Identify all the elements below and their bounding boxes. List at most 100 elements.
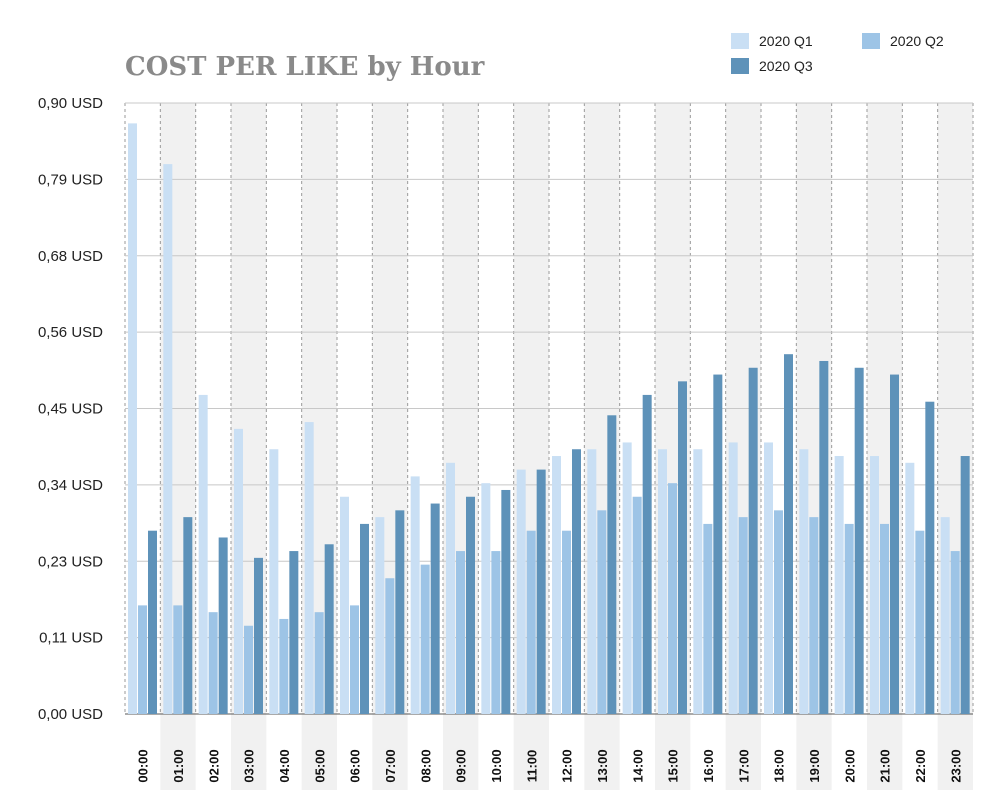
bar-2020-q2 <box>314 612 324 714</box>
bar-2020-q1 <box>658 449 667 714</box>
bar-2020-q2 <box>844 523 854 714</box>
bar-2020-q2 <box>809 517 819 714</box>
x-tick-label: 03:00 <box>242 749 257 782</box>
y-tick-label: 0,11 USD <box>39 630 103 647</box>
bar-2020-q2 <box>950 551 960 714</box>
bar-2020-q3 <box>360 523 369 714</box>
bar-2020-q1 <box>340 496 349 714</box>
bar-2020-q1 <box>905 462 915 714</box>
x-tick-label: 01:00 <box>171 749 186 782</box>
legend-swatch <box>862 33 880 49</box>
bar-2020-q1 <box>446 462 455 714</box>
bar-2020-q2 <box>774 510 783 714</box>
bar-2020-q2 <box>385 578 395 714</box>
y-tick-label: 0,56 USD <box>38 324 103 341</box>
x-tick-label: 15:00 <box>666 749 681 782</box>
bar-2020-q2 <box>526 530 536 714</box>
bar-2020-q1 <box>516 469 526 714</box>
bar-2020-q1 <box>410 476 420 714</box>
bar-2020-q3 <box>218 537 228 714</box>
bar-2020-q1 <box>481 483 491 714</box>
bar-2020-q2 <box>668 483 677 714</box>
x-tick-label: 10:00 <box>489 749 504 782</box>
bar-2020-q3 <box>466 496 475 714</box>
x-tick-label: 13:00 <box>595 749 610 782</box>
bar-2020-q3 <box>925 401 935 714</box>
bar-2020-q2 <box>491 551 501 714</box>
bar-2020-q3 <box>536 469 546 714</box>
x-tick-label: 21:00 <box>878 749 893 782</box>
y-tick-label: 0,00 USD <box>38 706 103 723</box>
bar-2020-q3 <box>642 394 652 714</box>
bar-2020-q1 <box>870 456 879 714</box>
bar-2020-q1 <box>940 517 950 714</box>
bar-2020-q1 <box>234 428 243 714</box>
bar-2020-q3 <box>960 456 970 714</box>
x-tick-label: 18:00 <box>772 749 787 782</box>
x-tick-label: 22:00 <box>913 749 928 782</box>
bar-2020-q3 <box>713 374 723 714</box>
grid-lines <box>124 102 974 715</box>
x-tick-label: 06:00 <box>348 749 363 782</box>
legend-label: 2020 Q2 <box>890 33 944 49</box>
bars <box>128 123 970 715</box>
bar-2020-q2 <box>632 496 642 714</box>
y-tick-label: 0,90 USD <box>38 95 103 112</box>
x-tick-label: 23:00 <box>948 749 963 782</box>
bar-2020-q1 <box>728 442 738 714</box>
x-tick-label: 11:00 <box>524 750 539 783</box>
bar-2020-q3 <box>183 517 193 714</box>
bar-2020-q1 <box>764 442 773 714</box>
y-tick-label: 0,45 USD <box>38 401 103 418</box>
x-tick-label: 12:00 <box>560 749 575 782</box>
bar-2020-q3 <box>324 544 334 714</box>
x-tick-label: 19:00 <box>807 749 822 782</box>
bar-2020-q2 <box>738 517 748 714</box>
bar-2020-q1 <box>587 449 597 714</box>
bar-2020-q3 <box>289 551 299 714</box>
bar-2020-q2 <box>244 625 253 714</box>
bar-2020-q1 <box>128 123 137 714</box>
x-tick-label: 08:00 <box>418 749 433 782</box>
bar-2020-q3 <box>854 367 864 714</box>
bar-2020-q2 <box>279 618 289 714</box>
bar-2020-q1 <box>552 456 561 714</box>
x-tick-label: 14:00 <box>630 749 645 782</box>
x-tick-label: 00:00 <box>136 749 151 782</box>
bar-2020-q1 <box>304 422 314 714</box>
bar-2020-q1 <box>198 394 208 714</box>
bar-2020-q3 <box>748 367 758 714</box>
bar-2020-q3 <box>395 510 405 714</box>
y-tick-label: 0,68 USD <box>38 248 103 265</box>
y-tick-label: 0,34 USD <box>38 477 103 494</box>
bar-2020-q3 <box>607 415 617 714</box>
x-tick-label: 09:00 <box>454 749 469 782</box>
bar-2020-q2 <box>880 523 889 714</box>
x-tick-label: 05:00 <box>312 749 327 782</box>
bar-2020-q3 <box>430 503 440 714</box>
y-axis: 0,00 USD 0,11 USD 0,23 USD 0,34 USD 0,45 USD… <box>38 95 103 723</box>
bar-2020-q2 <box>703 523 713 714</box>
x-tick-label: 17:00 <box>736 749 751 782</box>
y-tick-label: 0,23 USD <box>38 553 103 570</box>
bar-2020-q2 <box>208 612 218 714</box>
bar-2020-q1 <box>799 449 809 714</box>
bar-2020-q2 <box>173 605 183 714</box>
bar-2020-q2 <box>350 605 359 714</box>
bar-2020-q1 <box>693 449 703 714</box>
legend-label: 2020 Q3 <box>759 58 813 74</box>
bar-2020-q1 <box>163 164 173 715</box>
x-tick-label: 16:00 <box>701 749 716 782</box>
x-tick-label: 20:00 <box>842 749 857 782</box>
x-tick-label: 07:00 <box>383 749 398 782</box>
legend-label: 2020 Q1 <box>759 33 813 49</box>
bar-2020-q1 <box>375 517 385 714</box>
x-tick-label: 04:00 <box>277 749 292 782</box>
bar-2020-q1 <box>834 456 844 714</box>
bar-2020-q2 <box>420 564 430 714</box>
bar-2020-q3 <box>148 530 157 714</box>
legend-swatch <box>731 58 749 74</box>
bar-2020-q2 <box>456 551 465 714</box>
bar-2020-q3 <box>572 449 581 714</box>
bar-2020-q1 <box>269 449 279 714</box>
